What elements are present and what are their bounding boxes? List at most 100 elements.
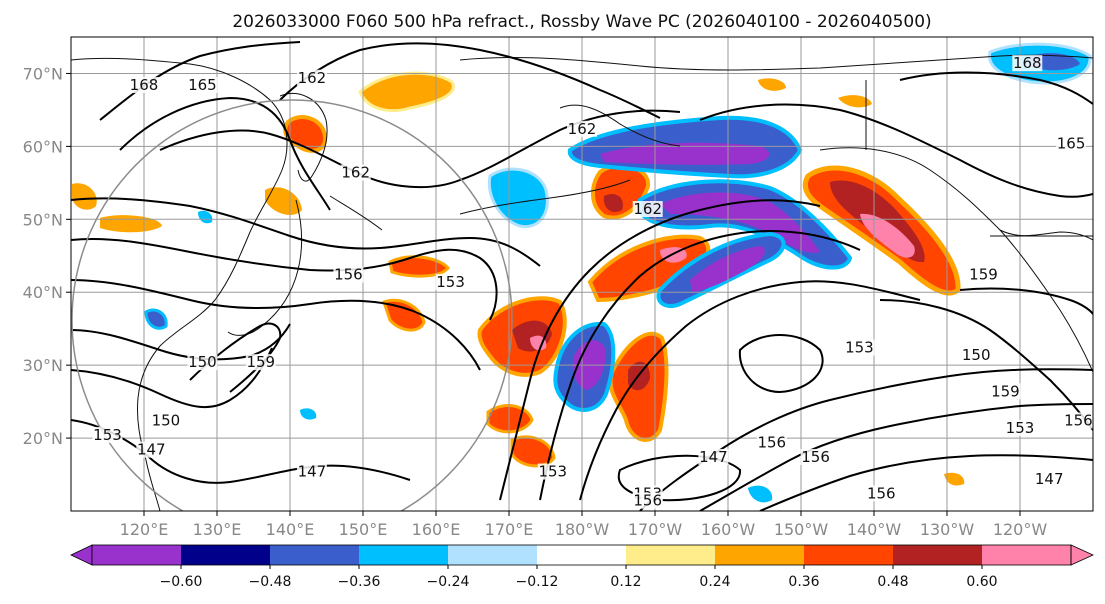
contour-alaska-2: [899, 71, 1093, 105]
contour-label: 162: [633, 200, 662, 218]
coastlines: [71, 54, 1093, 511]
coastline-kurils: [329, 195, 383, 231]
shade-negative-alaska-core: [600, 142, 770, 165]
contour-label-bg: [632, 201, 663, 218]
contour-label: 162: [568, 120, 597, 138]
colorbar-outline: [91, 544, 1072, 566]
contour-label-bg: [296, 463, 327, 480]
lon-tick-label: 170°E: [485, 520, 534, 539]
shade-positive-ne-small: [758, 78, 786, 91]
contour-label-bg: [800, 448, 831, 465]
lon-tick-label: 160°W: [701, 520, 756, 539]
contour-label-bg: [866, 485, 897, 502]
colorbar-swatch: [92, 545, 182, 565]
colorbar-swatch: [893, 545, 983, 565]
contour-se-2: [959, 287, 1093, 315]
colorbar-swatch: [537, 545, 627, 565]
colorbar-extend-left: [70, 544, 93, 566]
contour-label-bg: [150, 412, 181, 429]
lon-tick-label: 140°W: [847, 520, 902, 539]
shade-positive-ne-asia: [358, 71, 455, 113]
lat-tick-label: 50°N: [23, 210, 63, 229]
lon-tick-label: 160°E: [412, 520, 461, 539]
lon-tick-label: 130°W: [920, 520, 975, 539]
contour-label: 153: [436, 273, 465, 291]
contour-label: 150: [962, 346, 991, 364]
contour-153-band: [71, 279, 481, 371]
lon-tick-label: 170°W: [628, 520, 683, 539]
contour-pacific-trough-3: [579, 280, 921, 501]
lon-tick-label: 150°E: [339, 520, 388, 539]
coastline-kamchatka: [279, 92, 328, 182]
contour-label-bg: [245, 354, 276, 371]
contour-south-closed: [617, 454, 742, 502]
contour-label-bg: [1063, 412, 1093, 429]
contour-label-bg: [435, 273, 466, 290]
colorbar-swatch: [359, 545, 449, 565]
contour-label: 162: [341, 164, 370, 182]
colorbar-tick-label: 0.24: [699, 574, 730, 590]
shade-negative-ne-core: [1030, 53, 1080, 71]
lon-tick-label: 150°W: [774, 520, 829, 539]
contour-label-bg: [1056, 135, 1087, 152]
coastline-aleutians: [459, 179, 631, 215]
contour-label: 156: [801, 448, 830, 466]
contour-label: 150: [152, 411, 181, 429]
coastline-north-america: [999, 229, 1093, 241]
longitude-ticks: 120°E 130°E 140°E 150°E 160°E 170°E 180°W 170°W…: [120, 511, 1048, 539]
country-border-canada-us: [865, 80, 1093, 237]
shade-positive-south-center: [486, 404, 534, 434]
contour-label: 147: [699, 448, 728, 466]
lon-tick-label: 120°W: [993, 520, 1048, 539]
colorbar-tick-labels: −0.60 −0.48 −0.36 −0.24 −0.12 0.12 0.24 0.36 0.4…: [160, 565, 998, 590]
contour-label: 156: [757, 433, 786, 451]
contour-label-bg: [844, 339, 875, 356]
contour-pacific-trough: [499, 199, 821, 501]
contour-label-bg: [296, 69, 327, 86]
range-circle: [71, 99, 513, 511]
contour-label: 147: [298, 463, 327, 481]
colorbar-swatch: [270, 545, 360, 565]
contour-label-bg: [1012, 55, 1043, 72]
colorbar-swatch: [715, 545, 805, 565]
shade-positive-kuril: [265, 187, 302, 215]
lon-tick-label: 120°E: [120, 520, 169, 539]
contour-label: 156: [867, 484, 896, 502]
contour-label-bg: [756, 434, 787, 451]
contour-label: 156: [334, 266, 363, 284]
colorbar-tick-label: −0.36: [338, 574, 381, 590]
shade-negative-sw: [300, 408, 317, 420]
contour-pacific-trough-2: [539, 229, 861, 501]
latitude-ticks: 70°N 60°N 50°N 40°N 30°N 20°N: [23, 64, 71, 448]
shade-positive-se-small: [944, 472, 965, 486]
contour-label: 165: [188, 76, 217, 94]
coastline-asia: [71, 57, 288, 511]
contour-east-2: [699, 403, 1093, 511]
contour-label: 156: [633, 492, 662, 510]
lat-tick-label: 30°N: [23, 356, 63, 375]
contour-label-bg: [632, 492, 663, 509]
contour-label-bg: [698, 448, 729, 465]
coastline-alaska-north: [459, 54, 1093, 71]
colorbar-swatch: [181, 545, 271, 565]
shade-positive-west-edge: [72, 183, 97, 210]
contour-east-1: [639, 368, 1093, 511]
contour-label-bg: [187, 354, 218, 371]
contour-label: 168: [130, 76, 159, 94]
shade-negative-west-1: [144, 308, 168, 330]
colorbar-swatch: [982, 545, 1072, 565]
lon-tick-label: 140°E: [266, 520, 315, 539]
contour-label: 165: [1057, 134, 1086, 152]
colorbar-tick-label: −0.60: [160, 574, 203, 590]
graticule: [71, 37, 1093, 511]
lat-tick-label: 20°N: [23, 429, 63, 448]
contour-label-bg: [1034, 470, 1065, 487]
colorbar-tick-label: −0.24: [427, 574, 470, 590]
contour-159-band: [71, 197, 541, 267]
colorbar-swatch: [448, 545, 538, 565]
contour-label: 159: [246, 353, 275, 371]
contour-label: 153: [538, 463, 567, 481]
